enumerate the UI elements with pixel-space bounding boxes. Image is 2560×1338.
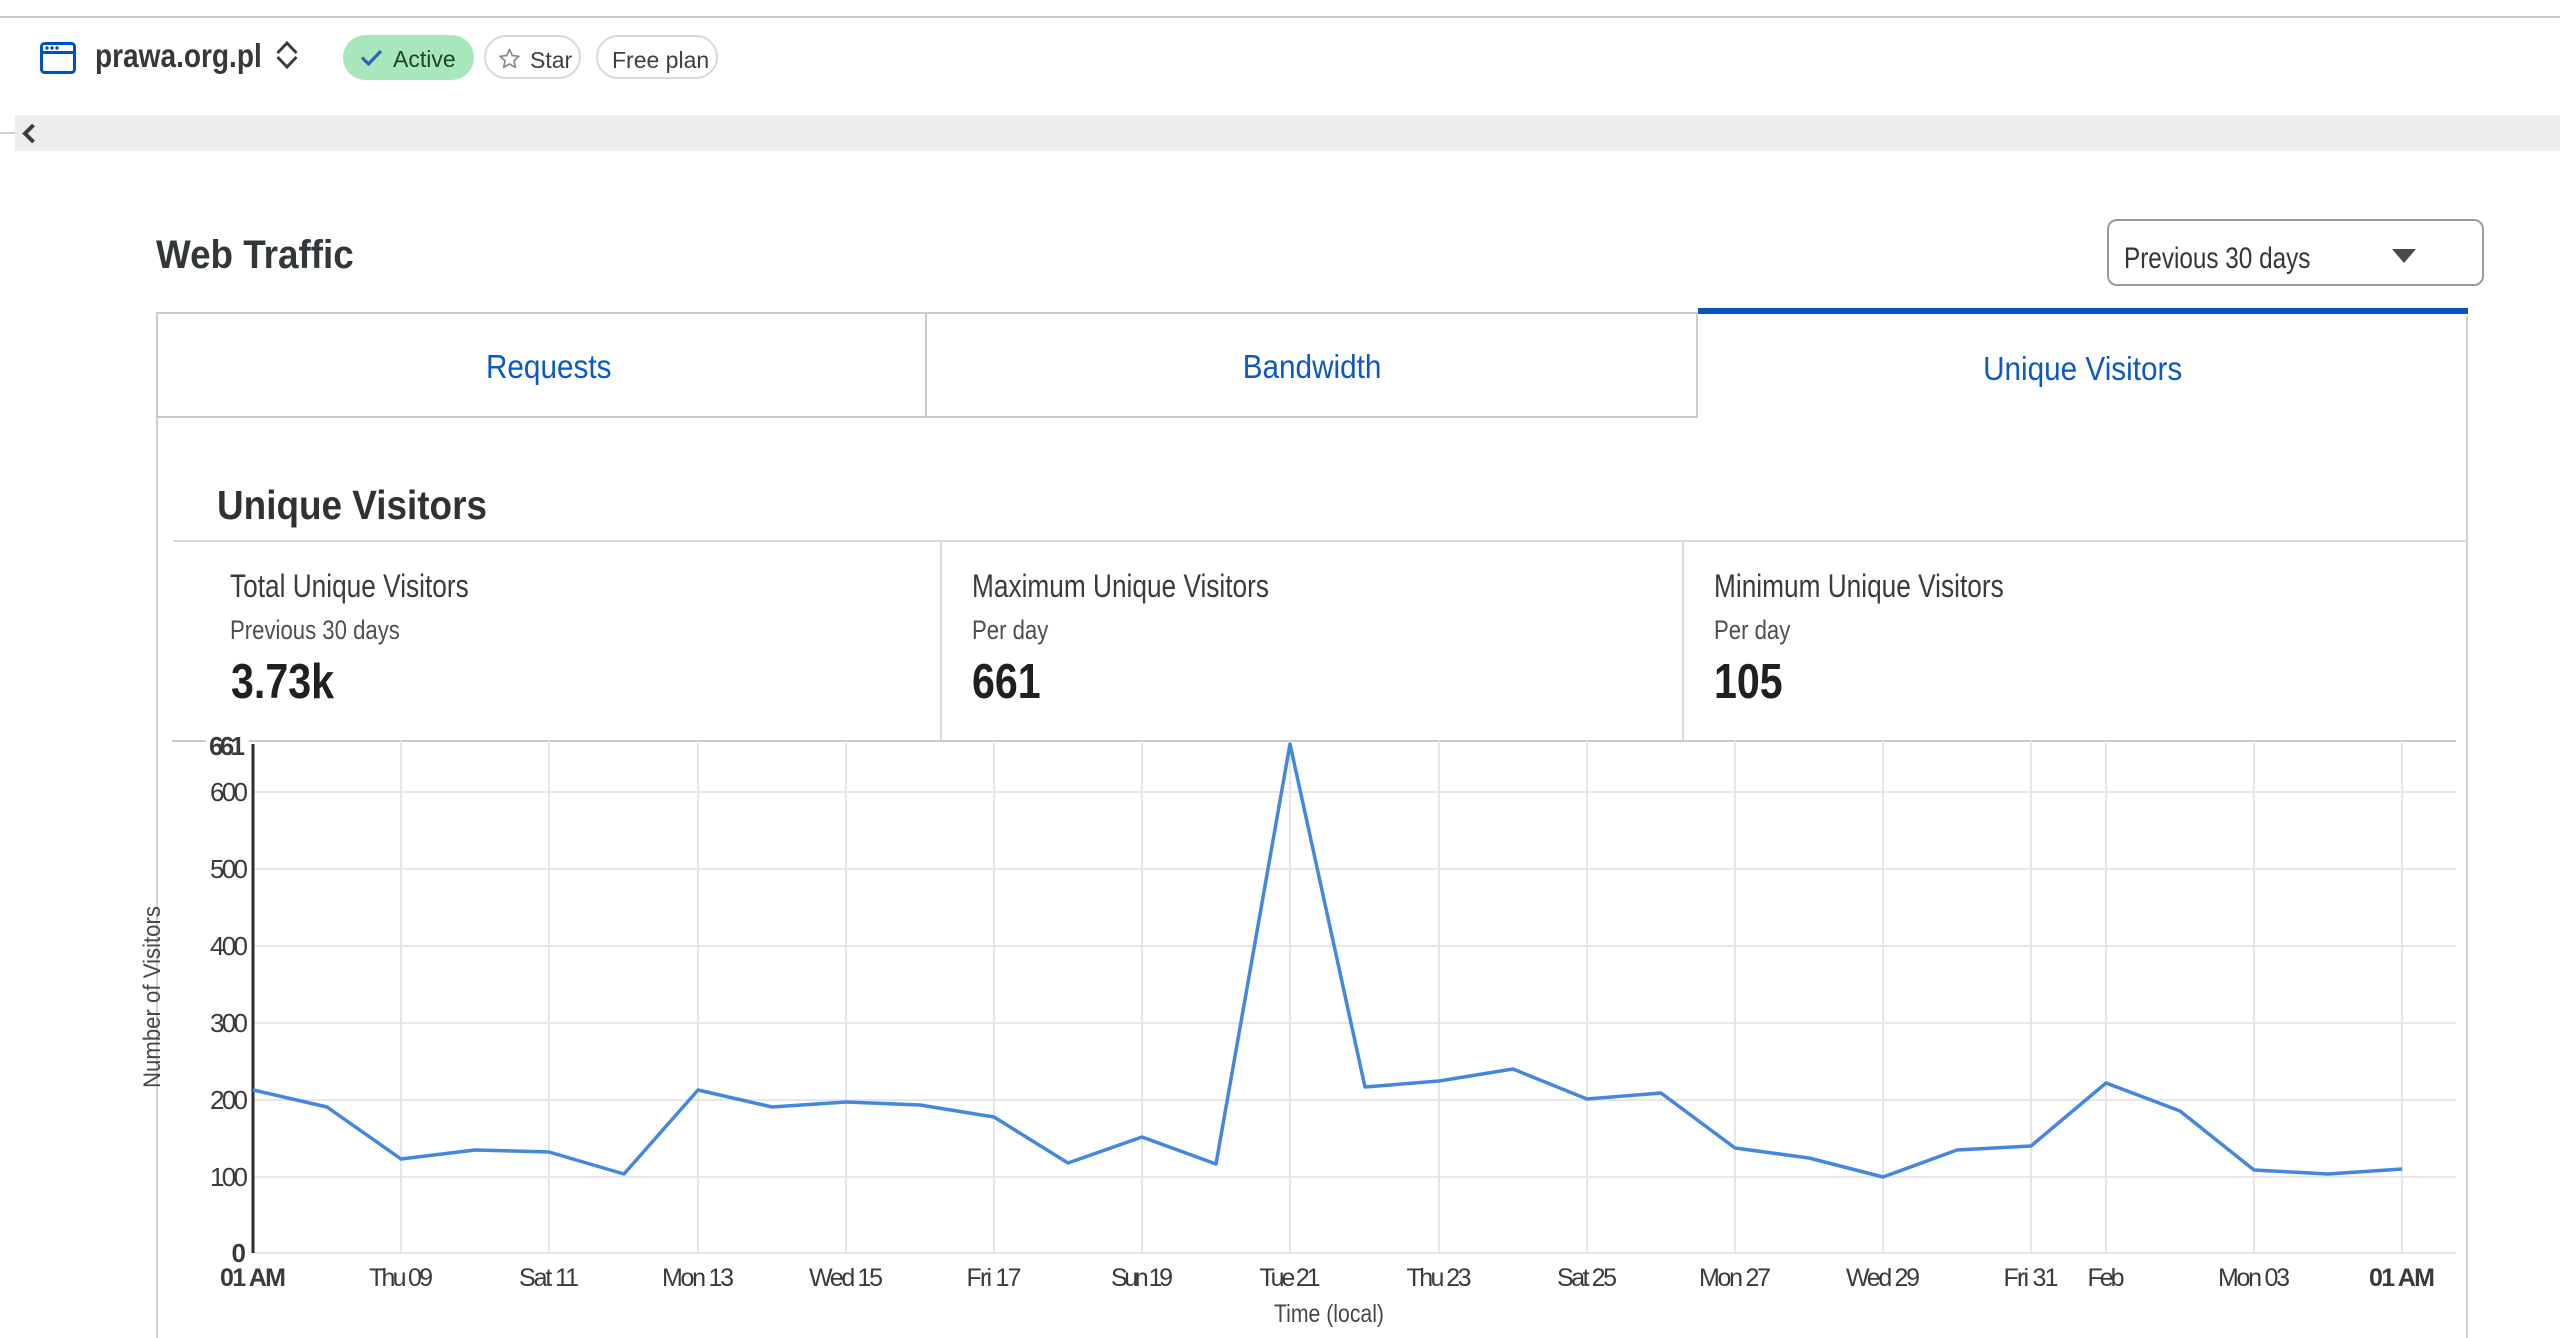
svg-text:Sat 11: Sat 11 bbox=[519, 1264, 579, 1292]
svg-text:Number of Visitors: Number of Visitors bbox=[139, 906, 166, 1088]
svg-text:01 AM: 01 AM bbox=[2369, 1264, 2435, 1292]
svg-text:Tue 21: Tue 21 bbox=[1260, 1264, 1321, 1292]
svg-text:100: 100 bbox=[210, 1162, 248, 1192]
svg-text:Fri 31: Fri 31 bbox=[2004, 1264, 2059, 1292]
svg-text:661: 661 bbox=[209, 731, 245, 761]
svg-text:Thu 23: Thu 23 bbox=[1407, 1264, 1472, 1292]
svg-text:Mon 03: Mon 03 bbox=[2218, 1264, 2290, 1292]
svg-text:300: 300 bbox=[210, 1008, 248, 1038]
svg-text:Mon 13: Mon 13 bbox=[662, 1264, 734, 1292]
svg-text:Feb: Feb bbox=[2088, 1264, 2125, 1292]
svg-text:Sun 19: Sun 19 bbox=[1111, 1264, 1173, 1292]
svg-text:Thu 09: Thu 09 bbox=[369, 1264, 433, 1292]
svg-text:Mon 27: Mon 27 bbox=[1699, 1264, 1771, 1292]
svg-text:200: 200 bbox=[210, 1085, 248, 1115]
svg-text:01 AM: 01 AM bbox=[220, 1264, 286, 1292]
svg-text:Wed 29: Wed 29 bbox=[1846, 1264, 1920, 1292]
svg-text:500: 500 bbox=[210, 854, 248, 884]
svg-text:Fri 17: Fri 17 bbox=[967, 1264, 1022, 1292]
svg-text:0: 0 bbox=[232, 1238, 246, 1268]
svg-text:600: 600 bbox=[210, 777, 248, 807]
svg-text:Wed 15: Wed 15 bbox=[809, 1264, 883, 1292]
svg-text:400: 400 bbox=[210, 931, 248, 961]
svg-text:Time (local): Time (local) bbox=[1274, 1300, 1384, 1328]
svg-text:Sat 25: Sat 25 bbox=[1557, 1264, 1617, 1292]
